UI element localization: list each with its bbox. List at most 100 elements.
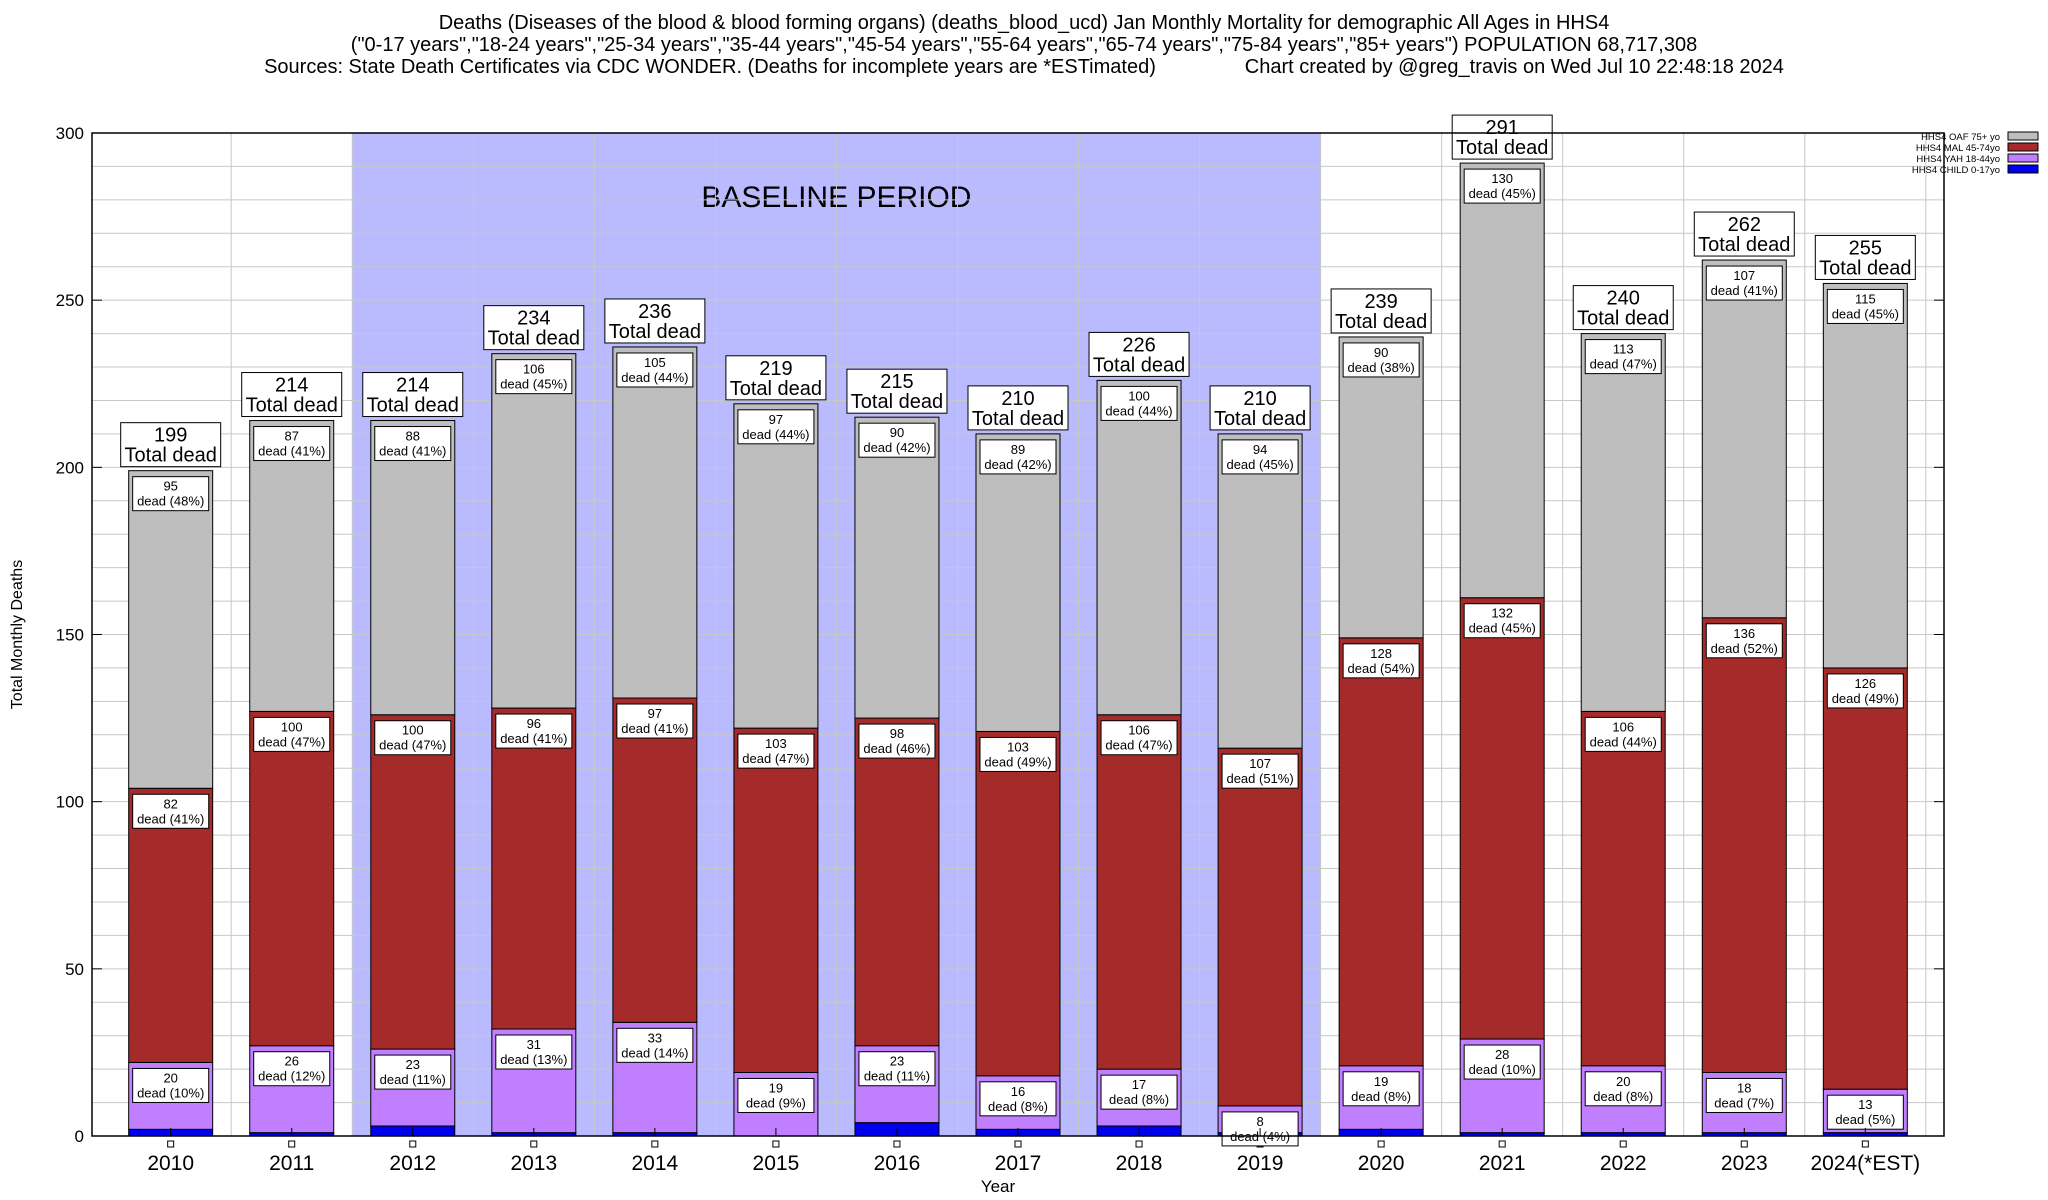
total-label-box — [120, 422, 222, 468]
legend-label: HHS4 CHILD 0-17yo — [1912, 165, 2000, 176]
data-label-yah-box — [858, 1051, 936, 1087]
total-value: 214 — [275, 375, 308, 397]
total-value: 262 — [1728, 214, 1761, 236]
bar-oaf — [1096, 379, 1182, 716]
legend-label: HHS4 YAH 18-44yo — [1916, 154, 2000, 165]
data-label-mal-text: dead (49%) — [984, 754, 1051, 769]
x-tick-label: 2017 — [995, 1152, 1042, 1175]
data-label-mal-text: dead (54%) — [1348, 661, 1415, 676]
data-label-yah-text: dead (10%) — [137, 1085, 204, 1100]
total-value: 219 — [759, 358, 792, 380]
data-label-mal-text: dead (51%) — [1226, 771, 1293, 786]
bar-mal — [1580, 710, 1666, 1067]
x-axis-title: Year — [981, 1177, 1016, 1196]
y-tick-label: 50 — [65, 960, 84, 979]
total-value: 239 — [1364, 291, 1397, 313]
data-label-oaf-box — [374, 426, 452, 462]
data-label-yah-text: 18 — [1737, 1080, 1751, 1095]
bar-oaf — [1217, 433, 1303, 749]
x-tick-label: 2024(*EST) — [1810, 1152, 1920, 1175]
data-label-oaf-text: 88 — [406, 429, 420, 444]
bar-mal — [1701, 617, 1787, 1073]
bar-mal — [491, 707, 577, 1030]
child-marker — [530, 1140, 538, 1148]
data-label-yah-text: 23 — [406, 1057, 420, 1072]
data-label-yah-text: dead (5%) — [1835, 1112, 1895, 1127]
y-tick-label: 100 — [56, 793, 84, 812]
data-label-yah-text: dead (13%) — [500, 1052, 567, 1067]
legend-swatch — [2007, 131, 2039, 141]
data-label-yah-text: 23 — [890, 1054, 904, 1069]
data-label-yah-text: dead (9%) — [746, 1095, 806, 1110]
data-label-yah-text: dead (10%) — [1469, 1062, 1536, 1077]
y-tick-label: 150 — [56, 626, 84, 645]
total-label-box — [1209, 385, 1311, 431]
data-label-mal-text: 103 — [765, 736, 787, 751]
data-label-yah-box — [616, 1027, 694, 1063]
data-label-mal-box — [374, 720, 452, 756]
total-value: 210 — [1243, 388, 1276, 410]
y-tick-label: 200 — [56, 458, 84, 477]
child-marker — [1135, 1140, 1143, 1148]
data-label-mal-text: 126 — [1854, 676, 1876, 691]
data-label-oaf-box — [737, 409, 815, 445]
data-label-mal-text: 96 — [527, 716, 541, 731]
total-text: Total dead — [972, 408, 1064, 430]
data-label-mal-box — [1342, 643, 1420, 679]
legend-label: HHS4 MAL 45-74yo — [1916, 143, 2000, 154]
data-label-oaf-box — [1463, 168, 1541, 204]
data-label-mal-text: dead (41%) — [137, 811, 204, 826]
total-label-box — [846, 368, 948, 414]
data-label-yah-text: dead (8%) — [1109, 1092, 1169, 1107]
data-label-mal-box — [1826, 673, 1904, 709]
bar-mal — [854, 717, 940, 1047]
bar-mal — [1459, 597, 1545, 1040]
total-text: Total dead — [730, 378, 822, 400]
total-text: Total dead — [1698, 234, 1790, 256]
total-label-box — [725, 355, 827, 401]
total-label-box — [1814, 234, 1916, 280]
y-tick-label: 0 — [75, 1127, 84, 1146]
data-label-mal-text: dead (41%) — [621, 721, 688, 736]
child-marker — [1861, 1140, 1869, 1148]
total-label-box — [1088, 331, 1190, 377]
total-value: 240 — [1607, 288, 1640, 310]
data-label-oaf-text: dead (45%) — [1469, 186, 1536, 201]
bar-oaf — [854, 416, 940, 719]
data-label-oaf-box — [979, 439, 1057, 475]
y-tick-label: 250 — [56, 291, 84, 310]
data-label-mal-text: 103 — [1007, 739, 1029, 754]
data-label-mal-text: dead (49%) — [1832, 691, 1899, 706]
child-marker — [1619, 1140, 1627, 1148]
data-label-mal-box — [858, 723, 936, 759]
data-label-mal-text: 106 — [1612, 719, 1634, 734]
data-label-oaf-text: dead (44%) — [742, 427, 809, 442]
data-label-mal-box — [253, 716, 331, 752]
data-label-yah-box — [132, 1067, 210, 1103]
data-label-mal-text: 97 — [648, 706, 662, 721]
data-label-oaf-box — [1705, 265, 1783, 301]
data-label-oaf-text: dead (41%) — [379, 444, 446, 459]
data-label-yah-box — [1342, 1071, 1420, 1107]
bar-mal — [1096, 714, 1182, 1070]
bar-mal — [1217, 747, 1303, 1107]
total-label-box — [1693, 211, 1795, 257]
x-tick-label: 2016 — [874, 1152, 921, 1175]
